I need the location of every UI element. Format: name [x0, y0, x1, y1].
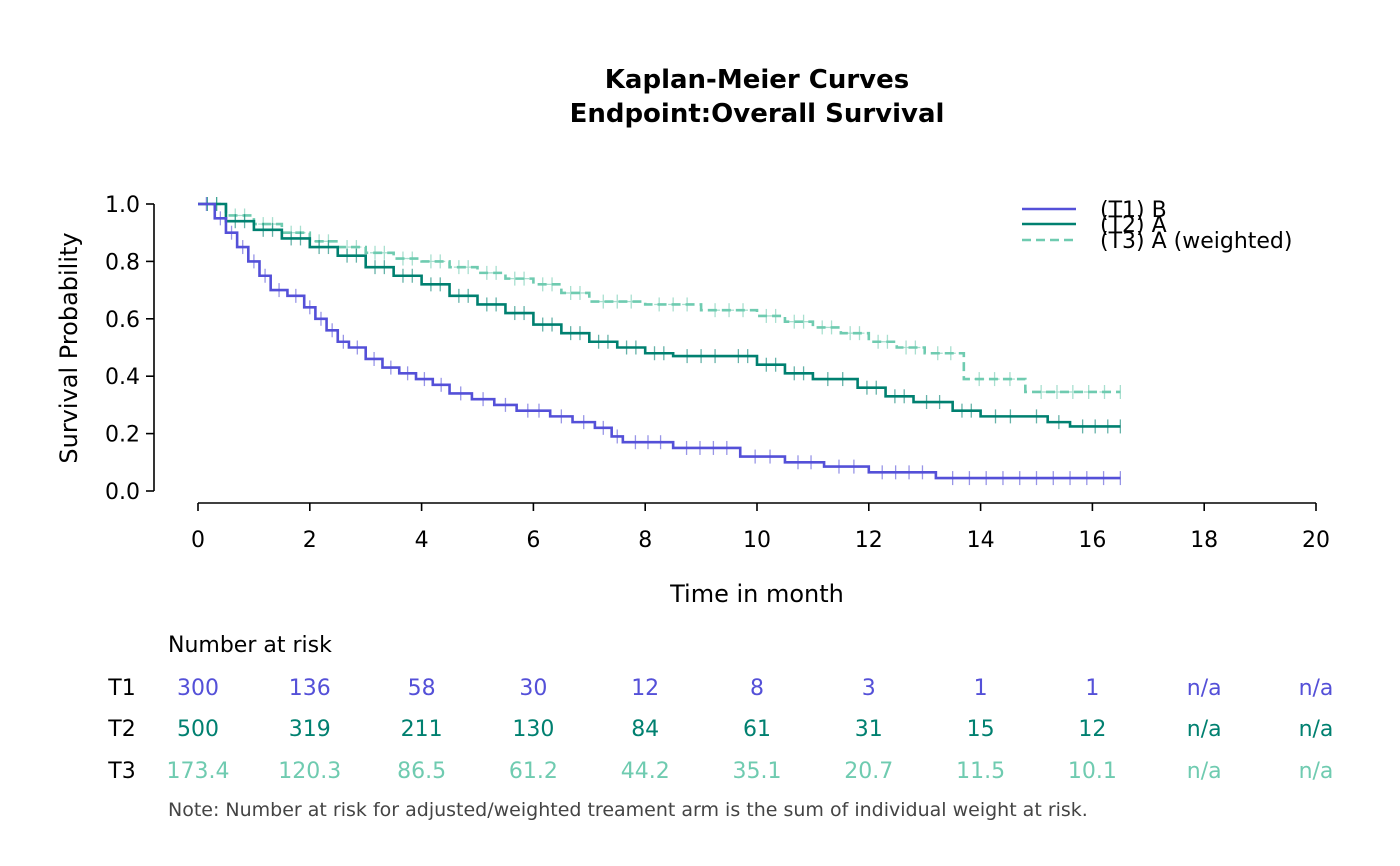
risk-cell: 31	[855, 717, 883, 742]
risk-cell: 61	[743, 717, 771, 742]
x-tick-label: 2	[303, 528, 317, 553]
y-tick-label: 0.6	[105, 308, 140, 333]
risk-table-note: Note: Number at risk for adjusted/weight…	[168, 799, 1088, 821]
risk-cell: 136	[289, 676, 331, 701]
y-tick-label: 0.0	[105, 480, 140, 505]
risk-cell: 1	[974, 676, 988, 701]
x-axis: 0 2 4 6 8 10 12 14 16 18 20	[191, 502, 1330, 553]
risk-cell: 500	[177, 717, 219, 742]
risk-cell: 1	[1085, 676, 1099, 701]
risk-cell: 61.2	[509, 759, 558, 784]
risk-row-label: T2	[107, 717, 135, 742]
risk-cell: 35.1	[733, 759, 782, 784]
plot-area	[198, 197, 1121, 486]
x-tick-label: 10	[743, 528, 771, 553]
risk-cell: 12	[631, 676, 659, 701]
risk-cell: 120.3	[278, 759, 341, 784]
risk-cell: 30	[519, 676, 547, 701]
legend-label-t2: (T2) A	[1100, 213, 1167, 238]
risk-cell: n/a	[1187, 759, 1222, 784]
chart-title-line2: Endpoint:Overall Survival	[570, 99, 945, 129]
risk-cell: 211	[401, 717, 443, 742]
legend-label-t3: (T3) A (weighted)	[1100, 229, 1292, 254]
legend-label-t1: (T1) B	[1100, 198, 1167, 223]
x-tick-label: 14	[967, 528, 995, 553]
y-tick-label: 1.0	[105, 193, 140, 218]
risk-cell: 15	[967, 717, 995, 742]
risk-cell: 20.7	[844, 759, 893, 784]
y-tick-label: 0.4	[105, 365, 140, 390]
x-axis-label: Time in month	[669, 580, 844, 608]
km-curve-t3	[198, 202, 1121, 394]
censor-marks-t3	[202, 197, 1110, 399]
risk-cell: 173.4	[167, 759, 230, 784]
risk-cell: n/a	[1299, 759, 1334, 784]
km-curve-t1	[198, 202, 1121, 480]
risk-cell: n/a	[1299, 717, 1334, 742]
legend: (T1) B(T2) A(T3) A (weighted)	[1022, 198, 1292, 254]
risk-cell: n/a	[1187, 717, 1222, 742]
x-tick-label: 18	[1190, 528, 1218, 553]
x-tick-label: 4	[415, 528, 429, 553]
risk-cell: 8	[750, 676, 764, 701]
risk-cell: n/a	[1299, 676, 1334, 701]
risk-cell: 12	[1078, 717, 1106, 742]
y-axis-label: Survival Probability	[55, 232, 83, 463]
x-tick-label: 6	[526, 528, 540, 553]
x-tick-label: 20	[1302, 528, 1330, 553]
km-curve-t2	[198, 202, 1121, 428]
risk-cell: 84	[631, 717, 659, 742]
chart-title-line1: Kaplan-Meier Curves	[605, 65, 909, 95]
x-tick-label: 16	[1078, 528, 1106, 553]
risk-cell: 58	[408, 676, 436, 701]
censor-marks-t1	[201, 197, 1109, 486]
risk-cell: 44.2	[621, 759, 670, 784]
risk-cell: 300	[177, 676, 219, 701]
risk-cell: 10.1	[1068, 759, 1117, 784]
y-axis: 0.0 0.2 0.4 0.6 0.8 1.0	[105, 193, 155, 505]
x-tick-label: 8	[638, 528, 652, 553]
x-tick-label: 0	[191, 528, 205, 553]
x-tick-label: 12	[855, 528, 883, 553]
y-tick-label: 0.2	[105, 423, 140, 448]
risk-cell: 319	[289, 717, 331, 742]
risk-table-header: Number at risk	[168, 633, 332, 658]
y-tick-label: 0.8	[105, 250, 140, 275]
risk-table: T1 300 136 58 30 12 8 3 1 1 n/a n/aT2 500 319 211 130 84…	[107, 676, 1333, 784]
risk-cell: 130	[512, 717, 554, 742]
risk-cell: 11.5	[956, 759, 1005, 784]
censor-marks-t2	[202, 197, 1113, 434]
risk-cell: 86.5	[397, 759, 446, 784]
risk-row-label: T3	[107, 759, 135, 784]
risk-row-label: T1	[107, 676, 135, 701]
risk-cell: n/a	[1187, 676, 1222, 701]
risk-cell: 3	[862, 676, 876, 701]
